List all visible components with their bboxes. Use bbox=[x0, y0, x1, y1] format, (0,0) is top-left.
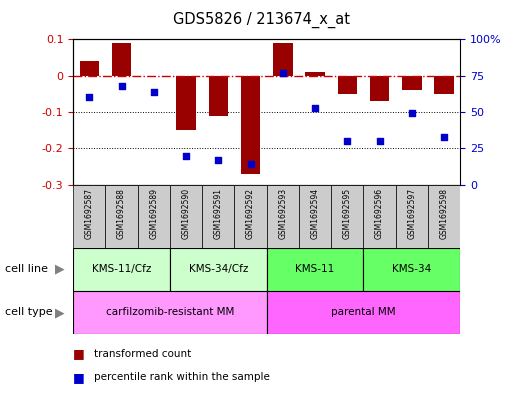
Bar bbox=[73, 185, 106, 248]
Point bbox=[182, 152, 190, 159]
Bar bbox=[138, 185, 170, 248]
Bar bbox=[106, 185, 138, 248]
Point bbox=[214, 157, 223, 163]
Bar bbox=[435, 75, 454, 94]
Bar bbox=[176, 75, 196, 130]
Bar bbox=[402, 75, 422, 90]
Point bbox=[85, 94, 94, 101]
Point bbox=[117, 83, 126, 89]
Bar bbox=[267, 248, 363, 291]
Text: ▶: ▶ bbox=[55, 306, 65, 319]
Text: carfilzomib-resistant MM: carfilzomib-resistant MM bbox=[106, 307, 234, 318]
Text: KMS-34/Cfz: KMS-34/Cfz bbox=[189, 264, 248, 274]
Text: GDS5826 / 213674_x_at: GDS5826 / 213674_x_at bbox=[173, 12, 350, 28]
Text: GSM1692596: GSM1692596 bbox=[375, 188, 384, 239]
Point bbox=[311, 105, 319, 111]
Bar bbox=[112, 43, 131, 75]
Text: KMS-11: KMS-11 bbox=[295, 264, 335, 274]
Bar bbox=[396, 185, 428, 248]
Bar bbox=[305, 72, 325, 75]
Text: GSM1692587: GSM1692587 bbox=[85, 188, 94, 239]
Text: GSM1692593: GSM1692593 bbox=[278, 188, 287, 239]
Bar bbox=[170, 248, 267, 291]
Text: GSM1692590: GSM1692590 bbox=[181, 188, 190, 239]
Text: KMS-34: KMS-34 bbox=[392, 264, 431, 274]
Point bbox=[408, 110, 416, 117]
Text: parental MM: parental MM bbox=[331, 307, 396, 318]
Text: transformed count: transformed count bbox=[94, 349, 191, 359]
Text: ▶: ▶ bbox=[55, 263, 65, 276]
Text: percentile rank within the sample: percentile rank within the sample bbox=[94, 372, 270, 382]
Bar bbox=[73, 291, 267, 334]
Point bbox=[440, 134, 448, 140]
Bar bbox=[267, 291, 460, 334]
Point bbox=[150, 88, 158, 95]
Text: GSM1692594: GSM1692594 bbox=[311, 188, 320, 239]
Text: GSM1692588: GSM1692588 bbox=[117, 188, 126, 239]
Bar bbox=[273, 43, 292, 75]
Point bbox=[343, 138, 351, 144]
Text: KMS-11/Cfz: KMS-11/Cfz bbox=[92, 264, 151, 274]
Text: GSM1692592: GSM1692592 bbox=[246, 188, 255, 239]
Bar bbox=[363, 185, 396, 248]
Text: cell type: cell type bbox=[5, 307, 53, 318]
Bar bbox=[370, 75, 389, 101]
Bar bbox=[234, 185, 267, 248]
Text: cell line: cell line bbox=[5, 264, 48, 274]
Bar bbox=[209, 75, 228, 116]
Text: ■: ■ bbox=[73, 371, 85, 384]
Point bbox=[376, 138, 384, 144]
Bar bbox=[73, 248, 170, 291]
Bar bbox=[79, 61, 99, 75]
Bar bbox=[363, 248, 460, 291]
Bar bbox=[170, 185, 202, 248]
Text: GSM1692589: GSM1692589 bbox=[150, 188, 158, 239]
Bar bbox=[331, 185, 363, 248]
Point bbox=[246, 161, 255, 167]
Text: GSM1692595: GSM1692595 bbox=[343, 188, 352, 239]
Bar bbox=[202, 185, 234, 248]
Bar bbox=[428, 185, 460, 248]
Bar bbox=[338, 75, 357, 94]
Text: ■: ■ bbox=[73, 347, 85, 360]
Text: GSM1692598: GSM1692598 bbox=[440, 188, 449, 239]
Text: GSM1692597: GSM1692597 bbox=[407, 188, 416, 239]
Bar bbox=[267, 185, 299, 248]
Bar bbox=[241, 75, 260, 174]
Point bbox=[279, 70, 287, 76]
Bar bbox=[299, 185, 331, 248]
Text: GSM1692591: GSM1692591 bbox=[214, 188, 223, 239]
